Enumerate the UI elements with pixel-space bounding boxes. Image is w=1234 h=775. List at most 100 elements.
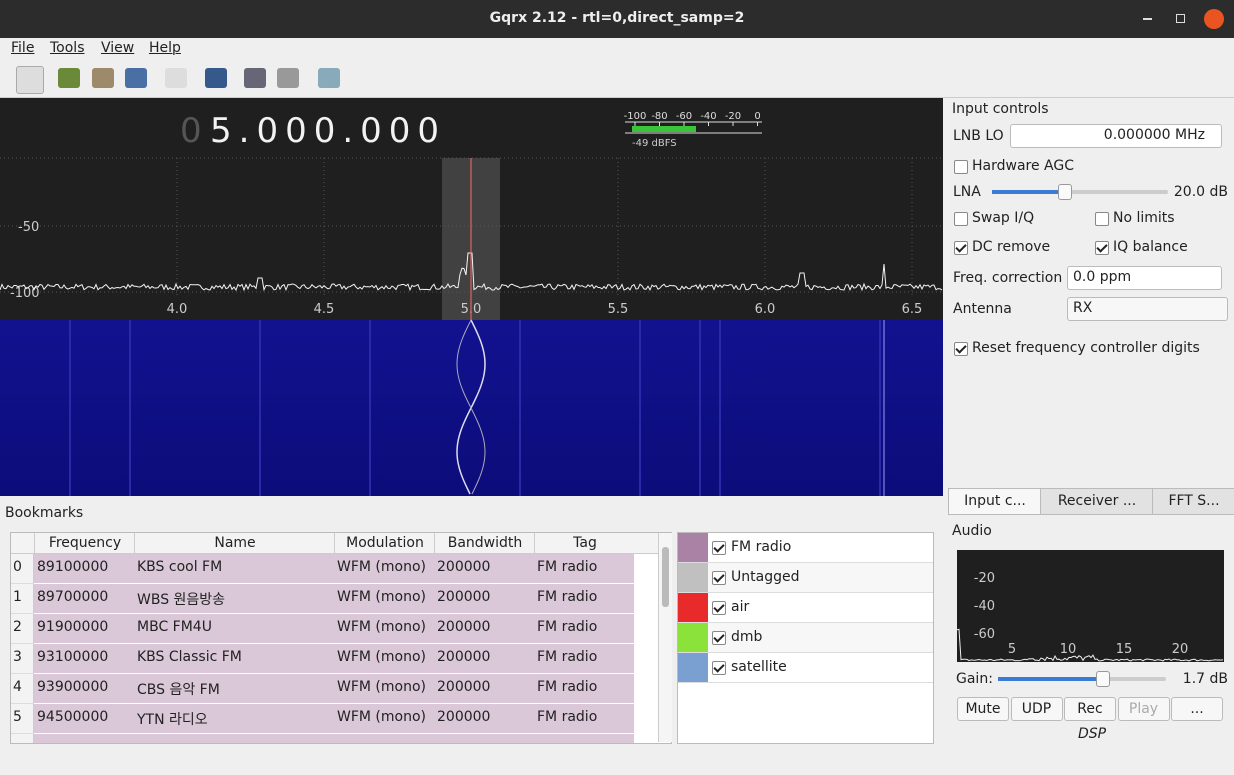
meter-tick-label: -60 xyxy=(676,111,692,122)
open-button[interactable] xyxy=(92,68,114,88)
label: IQ balance xyxy=(1113,239,1188,255)
menu-item[interactable]: Help xyxy=(149,40,181,56)
cell: 5 xyxy=(13,709,22,725)
scrollbar[interactable] xyxy=(658,533,672,742)
label: DC remove xyxy=(972,239,1051,255)
x-tick-label: 4.5 xyxy=(314,302,335,317)
column-header[interactable]: Name xyxy=(134,533,335,553)
meter-tick-label: 0 xyxy=(754,111,760,122)
checkbox[interactable] xyxy=(1095,212,1109,226)
antenna-combo[interactable]: RX xyxy=(1067,297,1228,321)
panel-title: Audio xyxy=(952,523,992,539)
row[interactable] xyxy=(34,734,634,743)
close[interactable] xyxy=(1204,9,1224,29)
tag-color xyxy=(678,623,708,652)
row[interactable] xyxy=(34,584,634,614)
input-controls-panel: Input controls LNB LO 0.000000 MHz Hardw… xyxy=(946,98,1234,488)
label: Swap I/Q xyxy=(972,210,1035,226)
cell: FM radio xyxy=(537,619,598,635)
lna-slider[interactable] xyxy=(992,184,1168,200)
checkbox[interactable] xyxy=(954,212,968,226)
audio-button[interactable]: Rec xyxy=(1064,697,1116,721)
meter-tick-label: -100 xyxy=(624,111,647,122)
menu-item[interactable]: Tools xyxy=(50,40,85,56)
row[interactable] xyxy=(34,554,634,584)
checkbox[interactable] xyxy=(712,631,726,645)
remote-button[interactable] xyxy=(244,68,266,88)
audio-fft: -20 -40 -60 5 10 15 20 xyxy=(957,550,1224,662)
row[interactable] xyxy=(34,614,634,644)
cell: 200000 xyxy=(437,709,491,725)
handle[interactable] xyxy=(1096,671,1110,687)
row[interactable] xyxy=(34,644,634,674)
checkbox[interactable] xyxy=(712,541,726,555)
save-button[interactable] xyxy=(125,68,147,88)
y-tick-label: -40 xyxy=(974,599,995,614)
tag-name: air xyxy=(731,599,750,615)
column-header[interactable]: Modulation xyxy=(334,533,435,553)
tags-list: FM radio Untagged air dmb satellite xyxy=(677,532,934,744)
menu-item[interactable]: View xyxy=(101,40,135,56)
row[interactable] xyxy=(34,674,634,704)
checkbox[interactable] xyxy=(712,571,726,585)
table-header xyxy=(11,533,671,554)
audio-button[interactable]: ... xyxy=(1171,697,1223,721)
x-tick-label: 5.5 xyxy=(608,302,629,317)
maximize[interactable] xyxy=(1176,14,1185,23)
tab[interactable]: FFT S... xyxy=(1152,488,1234,515)
x-tick-label: 20 xyxy=(1172,642,1189,657)
row-header xyxy=(11,674,34,704)
bookmark-button[interactable] xyxy=(165,68,187,88)
x-tick-label: 5 xyxy=(1008,642,1016,657)
tag-name: satellite xyxy=(731,659,787,675)
column-header[interactable]: Frequency xyxy=(34,533,135,553)
spectrum-view: 0 5.000.000 -49 dBFS 4.0 4.5 5.0 5.5 6.0 6.5-… xyxy=(0,98,943,496)
x-tick-label: 10 xyxy=(1060,642,1077,657)
freq-corr-input[interactable]: 0.0 ppm xyxy=(1067,266,1222,290)
cell: WFM (mono) xyxy=(337,589,426,605)
tab[interactable]: Receiver ... xyxy=(1040,488,1154,515)
checkbox[interactable] xyxy=(954,241,968,255)
tag-row[interactable] xyxy=(678,653,933,683)
cell: 200000 xyxy=(437,589,491,605)
fft-button[interactable] xyxy=(205,68,227,88)
cell: WBS 원음방송 xyxy=(137,592,226,608)
lnb-lo-input[interactable]: 0.000000 MHz xyxy=(1010,124,1222,148)
handle[interactable] xyxy=(1058,184,1072,200)
cell: FM radio xyxy=(537,709,598,725)
column-header[interactable]: Bandwidth xyxy=(434,533,535,553)
audio-button[interactable]: Mute xyxy=(957,697,1009,721)
row-header xyxy=(11,644,34,674)
x-tick-label: 6.0 xyxy=(755,302,776,317)
config-button[interactable] xyxy=(277,68,299,88)
cell: WFM (mono) xyxy=(337,709,426,725)
column-header[interactable]: Tag xyxy=(534,533,635,553)
minimize[interactable] xyxy=(1143,18,1152,20)
device-button[interactable] xyxy=(58,68,80,88)
cell: 89700000 xyxy=(37,589,109,605)
label: Antenna xyxy=(953,301,1012,317)
menu-item[interactable]: File xyxy=(11,40,35,56)
value: 0.000000 MHz xyxy=(1103,127,1205,143)
checkbox[interactable] xyxy=(712,661,726,675)
gain-slider[interactable] xyxy=(998,671,1166,687)
fullscreen-button[interactable] xyxy=(318,68,340,88)
cell: 200000 xyxy=(437,649,491,665)
row[interactable] xyxy=(34,704,634,734)
bookmarks-table: Frequency Name Modulation Bandwidth Tag 0 8910… xyxy=(10,532,672,744)
audio-button[interactable]: UDP xyxy=(1010,697,1063,721)
tab[interactable]: Input c... xyxy=(948,488,1042,515)
checkbox[interactable] xyxy=(1095,241,1109,255)
scroll-handle[interactable] xyxy=(662,547,669,607)
cell: WFM (mono) xyxy=(337,679,426,695)
checkbox[interactable] xyxy=(954,160,968,174)
row-header xyxy=(11,554,34,584)
cell: 2 xyxy=(13,619,22,635)
play-button[interactable] xyxy=(16,66,44,94)
checkbox[interactable] xyxy=(712,601,726,615)
freq-value: 5.000.000 xyxy=(210,111,446,151)
checkbox[interactable] xyxy=(954,342,968,356)
tag-color xyxy=(678,653,708,682)
x-tick-label: 6.5 xyxy=(902,302,923,317)
cell: YTN 라디오 xyxy=(137,712,208,728)
